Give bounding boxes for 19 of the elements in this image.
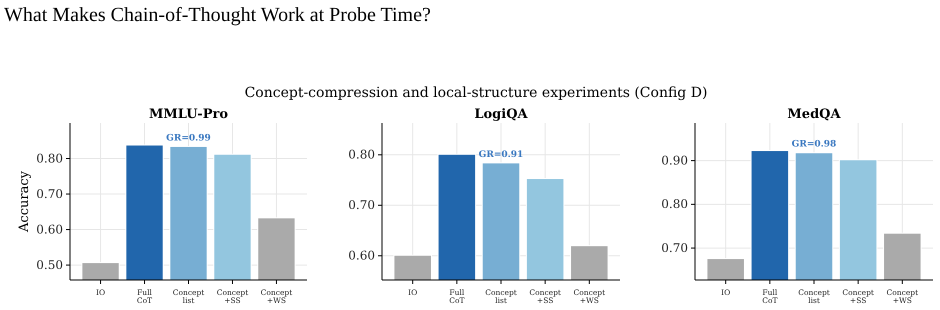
y-tick-label: 0.60 bbox=[348, 248, 375, 263]
text: What Makes Chain-of-Thought Work at Probe Time? bbox=[4, 4, 431, 26]
annotation: GR=0.98 bbox=[792, 140, 836, 150]
annotation: GR=0.99 bbox=[166, 133, 211, 144]
y-tick-label: 0.90 bbox=[661, 153, 688, 168]
y-tick-label: 0.70 bbox=[661, 240, 688, 255]
y-tick-label: 0.50 bbox=[36, 258, 63, 272]
y-tick-label: 0.80 bbox=[348, 148, 375, 162]
y-tick-label: 0.60 bbox=[36, 222, 63, 236]
y-axis-title: Accuracy bbox=[17, 170, 32, 233]
annotation: GR=0.91 bbox=[478, 150, 524, 160]
y-tick-label: 0.70 bbox=[348, 198, 375, 212]
chart-title: MMLU-Pro bbox=[148, 107, 228, 122]
y-tick-label: 0.80 bbox=[661, 197, 688, 212]
y-tick-label: 0.70 bbox=[36, 186, 63, 201]
text: Concept-compression and local-structure experiments (Config D) bbox=[244, 85, 708, 101]
chart-title: MedQA bbox=[787, 107, 842, 122]
chart-title: LogiQA bbox=[474, 107, 529, 122]
y-tick-label: 0.80 bbox=[36, 151, 63, 166]
